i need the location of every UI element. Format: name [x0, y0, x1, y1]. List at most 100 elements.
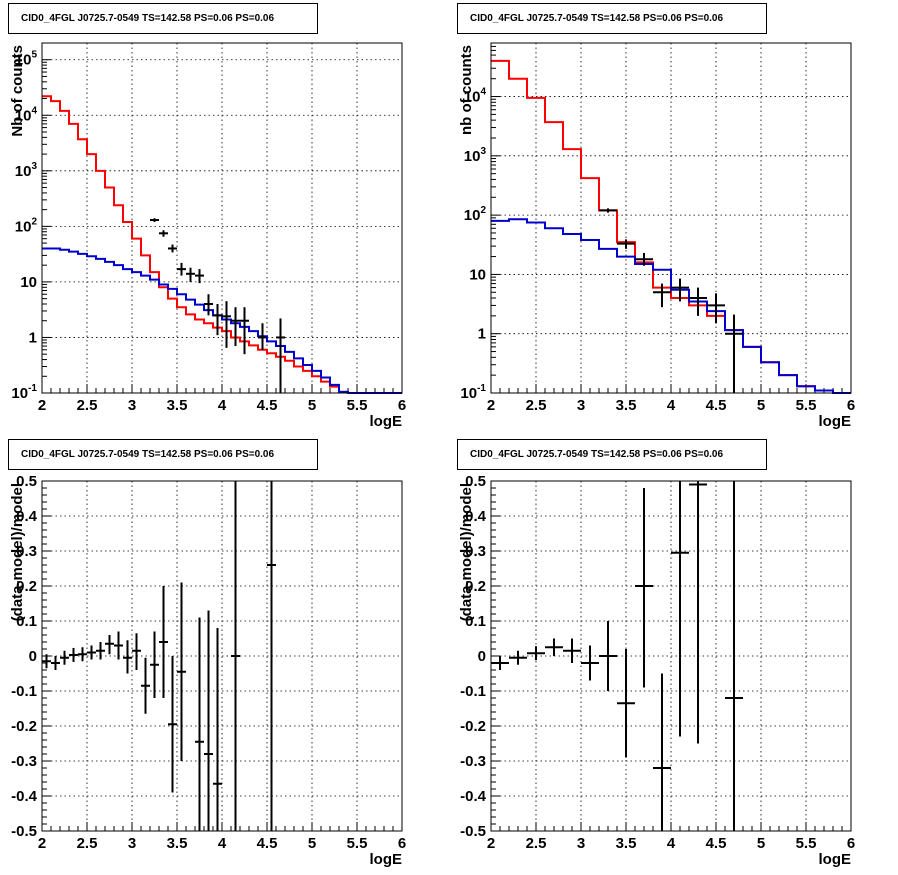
- y-tick-label: 0.4: [16, 508, 38, 525]
- data-point: [222, 301, 231, 348]
- data-point: [527, 646, 545, 661]
- x-tick-label: 3: [128, 835, 136, 852]
- data-point: [545, 638, 563, 656]
- data-point: [635, 252, 653, 266]
- tick-base: 10: [15, 218, 32, 235]
- data-point: [105, 635, 114, 655]
- tick-exponent: 3: [31, 161, 37, 172]
- y-tick-label: 102: [464, 205, 487, 224]
- x-tick-label: 5: [757, 835, 765, 852]
- panel-bottom-right: 2 2.5 3 3.5 4 4.5 5 5.5 6 -0.5 -0.4 -0.3 -0.2 -0.1 0 0.…: [449, 437, 898, 874]
- x-tick-label: 4.5: [257, 397, 278, 414]
- x-tick-label: 2.5: [526, 397, 547, 414]
- y-tick-label: 10-1: [460, 383, 486, 402]
- plot-frame: [490, 42, 852, 394]
- data-point: [276, 318, 285, 393]
- data-point: [689, 287, 707, 316]
- y-tick-label: 0.2: [465, 578, 486, 595]
- x-tick-label: 3.5: [616, 835, 637, 852]
- chart-title-bottom-left: CID0_4FGL J0725.7-0549 TS=142.58 PS=0.06…: [8, 439, 318, 470]
- x-tick-label: 4: [218, 835, 227, 852]
- x-tick-label: 3: [128, 397, 136, 414]
- x-tick-label: 4.5: [706, 835, 727, 852]
- x-tick-label: 4: [667, 835, 676, 852]
- data-point: [114, 631, 123, 660]
- tick-exponent: 5: [31, 50, 37, 61]
- data-point: [617, 649, 635, 758]
- chart-counts-left: 2 2.5 3 3.5 4 4.5 5 5.5 610-1110102103104105logE…: [9, 42, 406, 430]
- data-point: [96, 642, 105, 660]
- y-tick-label: -0.5: [11, 823, 37, 840]
- y-tick-label: 0.5: [465, 473, 486, 490]
- chart-residuals-right: 2 2.5 3 3.5 4 4.5 5 5.5 6 -0.5 -0.4 -0.3 -0.2 -0.1 0 0.…: [458, 473, 855, 868]
- y-tick-label: 0: [29, 648, 37, 665]
- data-point: [141, 657, 150, 714]
- data-point: [42, 654, 51, 669]
- data-point: [240, 307, 249, 355]
- chart-title-bottom-right: CID0_4FGL J0725.7-0549 TS=142.58 PS=0.06…: [457, 439, 767, 470]
- y-tick-label: 0.1: [465, 613, 486, 630]
- x-tick-label: 6: [847, 397, 855, 414]
- data-point: [195, 617, 204, 831]
- x-tick-label: 2: [487, 397, 495, 414]
- tick-base: 10: [464, 89, 481, 106]
- data-point: [671, 481, 689, 737]
- x-tick-label: 4: [218, 397, 227, 414]
- data-point: [168, 244, 177, 253]
- x-tick-label: 4.5: [706, 397, 727, 414]
- chart-counts-right: 2 2.5 3 3.5 4 4.5 5 5.5 610-1110102103104logEnb …: [458, 42, 855, 430]
- chart-title-top-left: CID0_4FGL J0725.7-0549 TS=142.58 PS=0.06…: [8, 3, 318, 34]
- y-tick-label: 0.1: [16, 613, 37, 630]
- x-tick-labels: 2 2.5 3 3.5 4 4.5 5 5.5 6: [38, 397, 406, 414]
- x-tick-label: 2: [38, 835, 46, 852]
- data-point: [491, 656, 509, 670]
- y-tick-label: -0.2: [460, 718, 486, 735]
- data-point: [653, 283, 671, 308]
- y-tick-label: 0.2: [16, 578, 37, 595]
- y-tick-label: -0.2: [11, 718, 37, 735]
- data-point: [78, 647, 87, 662]
- tick-base: 10: [15, 163, 32, 180]
- data-point: [653, 673, 671, 831]
- tick-base: 10: [15, 107, 32, 124]
- data-point: [509, 650, 527, 665]
- y-tick-label: 10-1: [11, 383, 37, 402]
- x-tick-label: 5: [308, 397, 316, 414]
- plot-frame: [41, 480, 403, 832]
- y-axis-title: Nb of counts: [9, 45, 26, 137]
- model-total-histogram: [42, 95, 402, 394]
- data-point: [581, 645, 599, 681]
- tick-base: 10: [460, 385, 477, 402]
- y-axis-title: nb of counts: [458, 45, 475, 135]
- data-point: [51, 656, 60, 670]
- x-tick-label: 6: [398, 835, 406, 852]
- panel-bottom-left: 2 2.5 3 3.5 4 4.5 5 5.5 6 -0.5 -0.4 -0.3 -0.2 -0.1 0 0.…: [0, 437, 449, 874]
- y-tick-label: 105: [15, 50, 38, 69]
- y-tick-label: -0.4: [460, 788, 487, 805]
- tick-base: 10: [11, 385, 28, 402]
- tick-exponent: 2: [31, 216, 37, 227]
- y-tick-label: -0.4: [11, 788, 38, 805]
- y-tick-label: 0.3: [16, 543, 37, 560]
- y-axis-title: (data-model)/model: [458, 483, 475, 621]
- data-points: [491, 481, 743, 831]
- grid: [491, 481, 851, 831]
- data-point: [69, 647, 78, 662]
- y-tick-label: 10: [20, 274, 37, 291]
- x-tick-labels: 2 2.5 3 3.5 4 4.5 5 5.5 6: [487, 835, 855, 852]
- plot-frame: [490, 480, 852, 832]
- model-background-histogram: [491, 218, 851, 394]
- data-point: [159, 230, 168, 237]
- tick-exponent: 3: [480, 146, 486, 157]
- data-point: [267, 481, 276, 831]
- data-point: [150, 218, 159, 222]
- y-tick-label: 103: [15, 161, 38, 180]
- y-tick-label: -0.3: [11, 753, 37, 770]
- x-tick-label: 5: [757, 397, 765, 414]
- data-point: [60, 650, 69, 665]
- data-point: [689, 481, 707, 744]
- y-tick-label: 0: [478, 648, 486, 665]
- data-point: [195, 269, 204, 284]
- tick-exponent: 2: [480, 205, 486, 216]
